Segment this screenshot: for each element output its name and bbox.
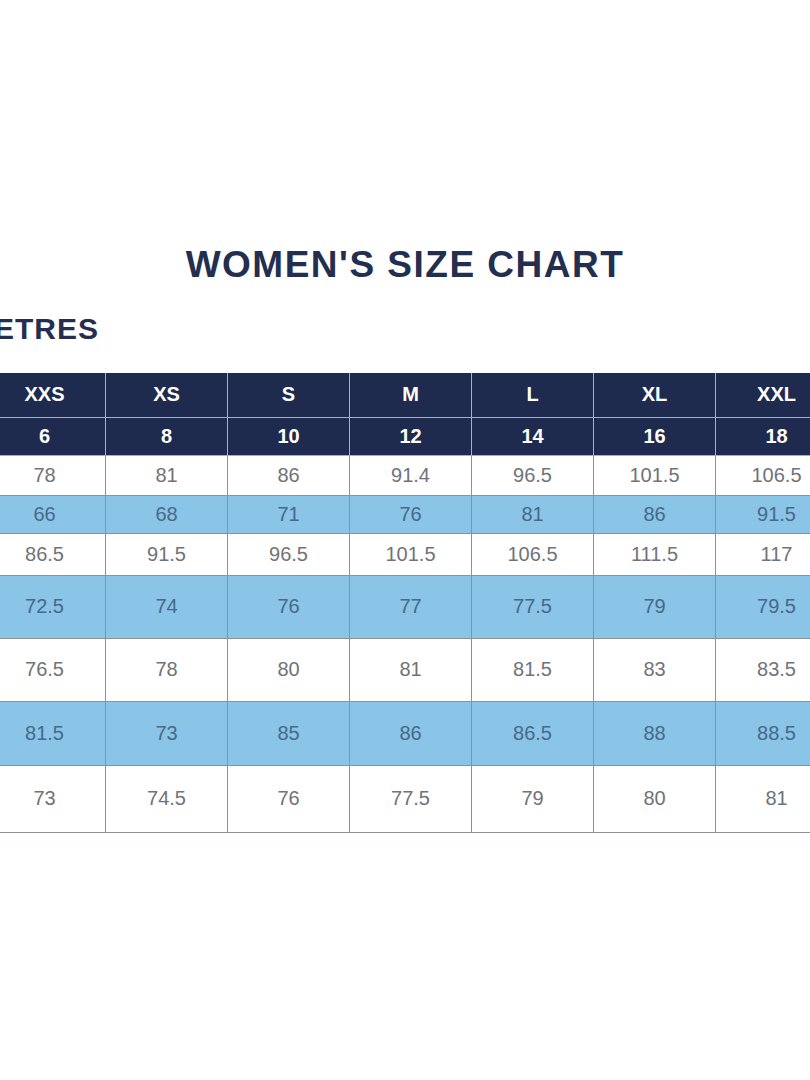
table-cell: 76 bbox=[228, 575, 350, 638]
table-cell: 101.5 bbox=[594, 455, 716, 495]
size-label-cell: M bbox=[350, 373, 472, 417]
size-label-cell: XS bbox=[106, 373, 228, 417]
table-cell: 81 bbox=[472, 495, 594, 533]
table-cell: 96.5 bbox=[228, 533, 350, 575]
size-label-cell: L bbox=[472, 373, 594, 417]
table-cell: 68 bbox=[106, 495, 228, 533]
table-cell: 86 bbox=[594, 495, 716, 533]
table-cell: 78 bbox=[0, 455, 106, 495]
size-label-cell: XXS bbox=[0, 373, 106, 417]
numeric-size-cell: 18 bbox=[716, 417, 810, 455]
table-cell: 86.5 bbox=[472, 701, 594, 765]
table-cell: 81 bbox=[106, 455, 228, 495]
numeric-size-cell: 8 bbox=[106, 417, 228, 455]
table-cell: 86.5 bbox=[0, 533, 106, 575]
numeric-size-cell: 10 bbox=[228, 417, 350, 455]
table-row: 73 74.5 76 77.5 79 80 81 bbox=[0, 765, 810, 832]
size-label-cell: XL bbox=[594, 373, 716, 417]
table-cell: 77.5 bbox=[350, 765, 472, 832]
table-cell: 83 bbox=[594, 638, 716, 701]
table-cell: 88.5 bbox=[716, 701, 810, 765]
table-cell: 76 bbox=[350, 495, 472, 533]
table-cell: 106.5 bbox=[716, 455, 810, 495]
table-cell: 88 bbox=[594, 701, 716, 765]
table-cell: 79 bbox=[594, 575, 716, 638]
table-cell: 72.5 bbox=[0, 575, 106, 638]
size-label-cell: XXL bbox=[716, 373, 810, 417]
table-cell: 91.4 bbox=[350, 455, 472, 495]
table-row: 86.5 91.5 96.5 101.5 106.5 111.5 117 bbox=[0, 533, 810, 575]
table-cell: 73 bbox=[106, 701, 228, 765]
table-cell: 71 bbox=[228, 495, 350, 533]
table-cell: 101.5 bbox=[350, 533, 472, 575]
table-cell: 76.5 bbox=[0, 638, 106, 701]
size-label-row: XXS XS S M L XL XXL bbox=[0, 373, 810, 417]
table-row: 66 68 71 76 81 86 91.5 bbox=[0, 495, 810, 533]
table-cell: 73 bbox=[0, 765, 106, 832]
table-cell: 74 bbox=[106, 575, 228, 638]
table-cell: 79.5 bbox=[716, 575, 810, 638]
table-cell: 80 bbox=[228, 638, 350, 701]
size-table-container: XXS XS S M L XL XXL 6 8 10 12 14 16 18 bbox=[0, 373, 810, 833]
table-cell: 83.5 bbox=[716, 638, 810, 701]
table-cell: 86 bbox=[350, 701, 472, 765]
table-cell: 91.5 bbox=[106, 533, 228, 575]
table-row: 76.5 78 80 81 81.5 83 83.5 bbox=[0, 638, 810, 701]
size-table: XXS XS S M L XL XXL 6 8 10 12 14 16 18 bbox=[0, 373, 810, 833]
table-cell: 81.5 bbox=[0, 701, 106, 765]
table-cell: 86 bbox=[228, 455, 350, 495]
table-cell: 111.5 bbox=[594, 533, 716, 575]
unit-label: ETRES bbox=[0, 312, 99, 346]
size-label-cell: S bbox=[228, 373, 350, 417]
numeric-size-cell: 6 bbox=[0, 417, 106, 455]
table-cell: 77 bbox=[350, 575, 472, 638]
table-row: 81.5 73 85 86 86.5 88 88.5 bbox=[0, 701, 810, 765]
table-cell: 74.5 bbox=[106, 765, 228, 832]
numeric-size-cell: 16 bbox=[594, 417, 716, 455]
table-cell: 76 bbox=[228, 765, 350, 832]
table-cell: 81.5 bbox=[472, 638, 594, 701]
table-cell: 66 bbox=[0, 495, 106, 533]
table-cell: 106.5 bbox=[472, 533, 594, 575]
table-row: 72.5 74 76 77 77.5 79 79.5 bbox=[0, 575, 810, 638]
table-cell: 81 bbox=[350, 638, 472, 701]
table-cell: 79 bbox=[472, 765, 594, 832]
table-cell: 80 bbox=[594, 765, 716, 832]
table-cell: 96.5 bbox=[472, 455, 594, 495]
numeric-size-row: 6 8 10 12 14 16 18 bbox=[0, 417, 810, 455]
table-cell: 78 bbox=[106, 638, 228, 701]
table-row: 78 81 86 91.4 96.5 101.5 106.5 bbox=[0, 455, 810, 495]
numeric-size-cell: 12 bbox=[350, 417, 472, 455]
table-cell: 117 bbox=[716, 533, 810, 575]
table-cell: 77.5 bbox=[472, 575, 594, 638]
page-title: WOMEN'S SIZE CHART bbox=[0, 244, 810, 286]
table-cell: 85 bbox=[228, 701, 350, 765]
table-cell: 81 bbox=[716, 765, 810, 832]
numeric-size-cell: 14 bbox=[472, 417, 594, 455]
table-cell: 91.5 bbox=[716, 495, 810, 533]
